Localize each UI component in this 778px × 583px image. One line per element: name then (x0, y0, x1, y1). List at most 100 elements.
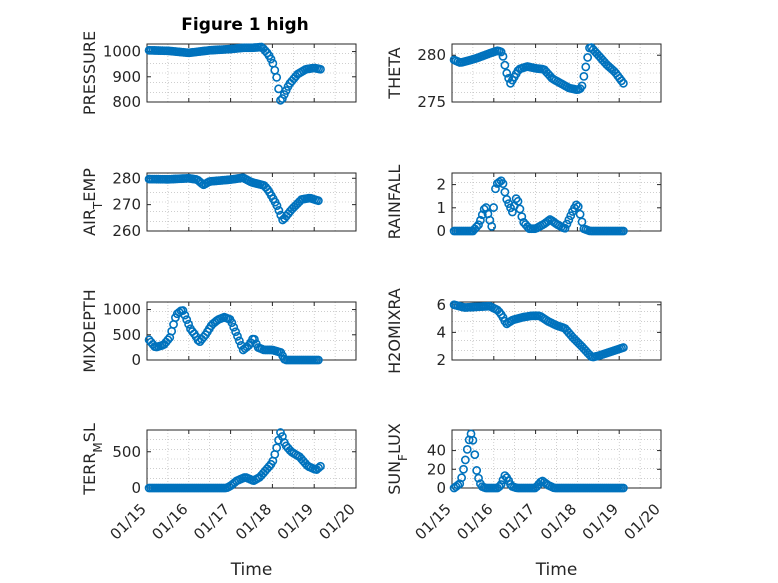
y-axis-label: SUNFLUX (385, 423, 410, 495)
data-point (474, 473, 483, 483)
data-point (618, 226, 628, 236)
data-point (491, 184, 500, 194)
y-tick-label: 40 (427, 442, 446, 460)
data-point (500, 60, 510, 70)
data-point (472, 466, 482, 475)
y-axis-label: H2OMIXRA (385, 288, 404, 374)
figure-title: Figure 1 high (181, 15, 309, 35)
data-point (274, 206, 284, 215)
data-point (468, 435, 478, 445)
data-point (476, 215, 485, 225)
y-tick-label: 20 (427, 460, 446, 478)
data-point (515, 204, 525, 214)
data-point (231, 327, 241, 337)
data-point (453, 480, 463, 490)
y-tick-label: 500 (112, 443, 141, 461)
axes-box (451, 43, 662, 103)
panel-terr-msl: 0 500 TERRMSL01/1501/1601/1701/1801/1901/2… (80, 423, 359, 580)
x-tick-label: 01/18 (232, 500, 275, 543)
data-point (313, 355, 323, 365)
y-tick-label: 900 (112, 68, 141, 86)
data-point (274, 84, 283, 94)
data-point (494, 482, 504, 491)
data-point (459, 464, 468, 474)
y-tick-label: 1000 (103, 43, 141, 61)
y-axis-label: TERRMSL (80, 423, 105, 496)
data-point (272, 201, 282, 211)
x-tick-label: 01/16 (148, 500, 191, 543)
data-point (474, 220, 483, 230)
x-tick-label: 01/17 (190, 500, 233, 543)
data-point (316, 64, 325, 74)
panel-air-temp: 260 270 280 AIRTEMP (80, 168, 357, 240)
y-tick-label: 1 (436, 199, 446, 217)
data-point (618, 483, 628, 493)
data-point (472, 222, 482, 232)
y-axis-label: MIXDEPTH (80, 289, 99, 372)
data-point (229, 322, 239, 332)
data-point (272, 443, 282, 453)
x-tick-label: 01/17 (495, 500, 538, 543)
data-point (571, 200, 581, 210)
data-point (234, 336, 244, 346)
x-tick-label: 01/15 (107, 500, 150, 543)
data-point (496, 480, 506, 489)
data-point (266, 54, 276, 64)
data-point (180, 310, 190, 320)
y-tick-label: 4 (436, 323, 446, 341)
axes-box (146, 429, 357, 489)
panel-h2omixra: 2 4 6 H2OMIXRA (385, 288, 662, 374)
y-tick-label: 275 (417, 93, 446, 111)
data-point (562, 219, 572, 229)
data-point (460, 455, 470, 465)
data-point (498, 51, 508, 61)
panel-theta: 275 280 THETA (385, 43, 662, 111)
y-tick-label: 800 (112, 93, 141, 111)
y-axis-label: THETA (385, 47, 404, 99)
data-point (462, 445, 472, 454)
y-tick-label: 0 (131, 479, 141, 497)
y-tick-label: 0 (436, 479, 446, 497)
x-axis-label: Time (230, 560, 273, 580)
data-point (272, 72, 282, 82)
y-axis-label: RAINFALL (385, 165, 404, 240)
data-point (250, 334, 259, 344)
data-point (577, 81, 587, 91)
data-point (233, 331, 242, 341)
data-point (577, 217, 587, 227)
data-point (500, 187, 510, 197)
data-point (477, 210, 487, 220)
y-tick-label: 0 (131, 351, 141, 369)
data-point (581, 62, 591, 72)
panel-rainfall: 0 1 2 RAINFALL (385, 165, 662, 240)
x-tick-label: 01/20 (621, 500, 664, 543)
data-point (227, 318, 237, 328)
y-tick-label: 2 (436, 176, 446, 194)
data-point (575, 209, 585, 219)
y-tick-label: 260 (112, 222, 141, 240)
data-point (502, 68, 512, 78)
data-point (583, 53, 593, 62)
axes-box (146, 172, 357, 232)
axes-box (451, 172, 662, 232)
data-point (543, 216, 553, 226)
data-point (489, 203, 498, 212)
data-point (560, 223, 570, 233)
data-point (496, 47, 506, 57)
y-tick-label: 280 (112, 169, 141, 187)
data-point (178, 306, 188, 315)
y-tick-label: 280 (417, 46, 446, 64)
data-point (270, 65, 280, 75)
data-point (182, 315, 192, 325)
y-tick-label: 500 (112, 326, 141, 344)
data-point (502, 195, 512, 204)
x-tick-label: 01/18 (537, 500, 580, 543)
data-point (457, 473, 467, 483)
data-point (470, 450, 480, 460)
y-axis-label: PRESSURE (80, 31, 99, 115)
